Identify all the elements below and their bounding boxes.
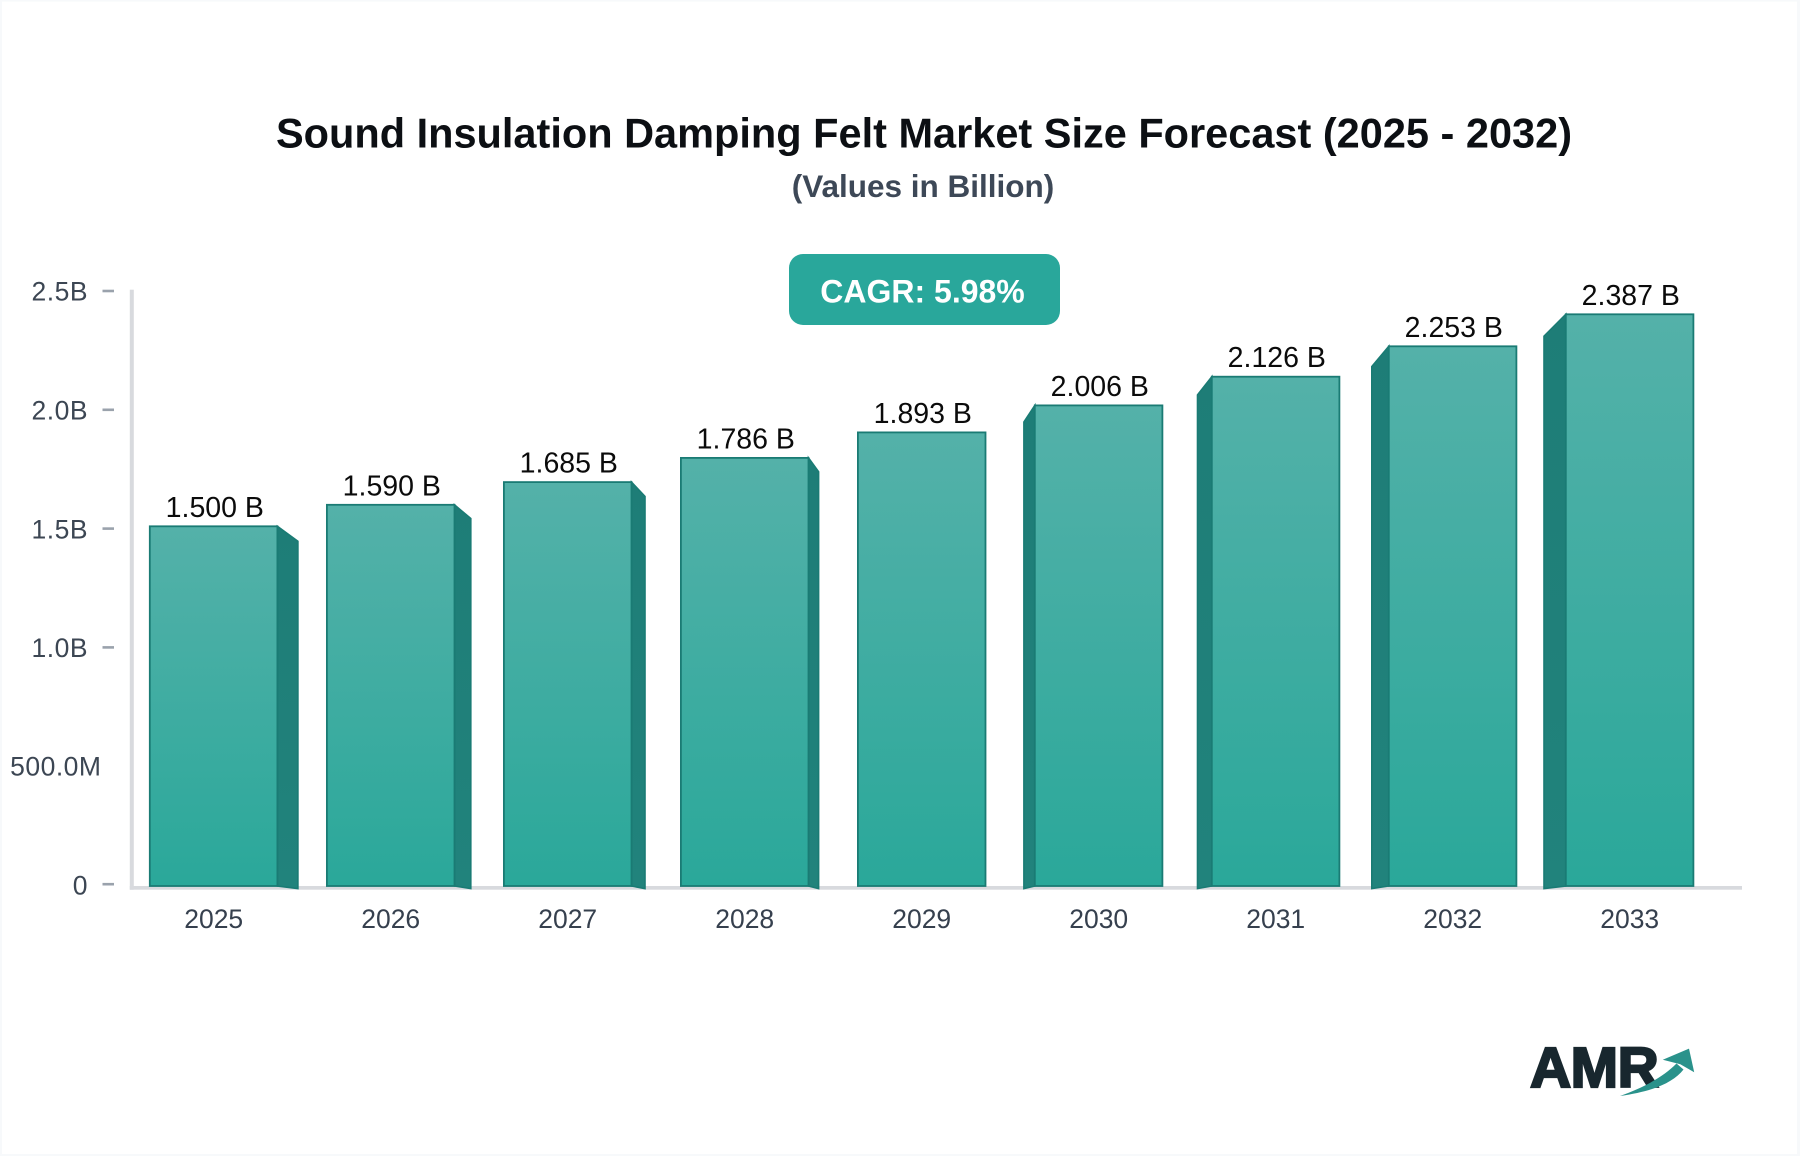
svg-text:2.253 B: 2.253 B xyxy=(1405,312,1503,344)
svg-text:2025: 2025 xyxy=(184,904,243,934)
svg-text:2030: 2030 xyxy=(1069,904,1128,934)
svg-text:Sound Insulation Damping Felt: Sound Insulation Damping Felt Market Siz… xyxy=(276,110,1572,157)
svg-text:2032: 2032 xyxy=(1423,904,1482,934)
svg-text:2.126 B: 2.126 B xyxy=(1228,342,1326,374)
svg-text:(Values in Billion): (Values in Billion) xyxy=(792,168,1055,204)
svg-text:2031: 2031 xyxy=(1246,904,1305,934)
svg-text:1.5B: 1.5B xyxy=(31,514,88,544)
svg-text:2027: 2027 xyxy=(538,904,597,934)
svg-text:2029: 2029 xyxy=(892,904,951,934)
svg-text:1.0B: 1.0B xyxy=(31,633,88,663)
svg-text:2026: 2026 xyxy=(361,904,420,934)
svg-text:CAGR: 5.98%: CAGR: 5.98% xyxy=(820,273,1025,309)
svg-text:2.5B: 2.5B xyxy=(31,277,88,307)
svg-text:1.590 B: 1.590 B xyxy=(343,470,441,502)
svg-text:1.893 B: 1.893 B xyxy=(874,398,972,430)
svg-text:2.0B: 2.0B xyxy=(31,396,88,426)
svg-text:2033: 2033 xyxy=(1600,904,1659,934)
svg-text:1.500 B: 1.500 B xyxy=(166,492,264,524)
svg-text:0: 0 xyxy=(73,871,88,901)
svg-text:2028: 2028 xyxy=(715,904,774,934)
svg-text:2.006 B: 2.006 B xyxy=(1051,371,1149,403)
svg-text:1.685 B: 1.685 B xyxy=(520,448,618,480)
svg-text:500.0M: 500.0M xyxy=(10,752,101,782)
svg-text:1.786 B: 1.786 B xyxy=(697,423,795,455)
svg-text:2.387 B: 2.387 B xyxy=(1582,280,1680,312)
